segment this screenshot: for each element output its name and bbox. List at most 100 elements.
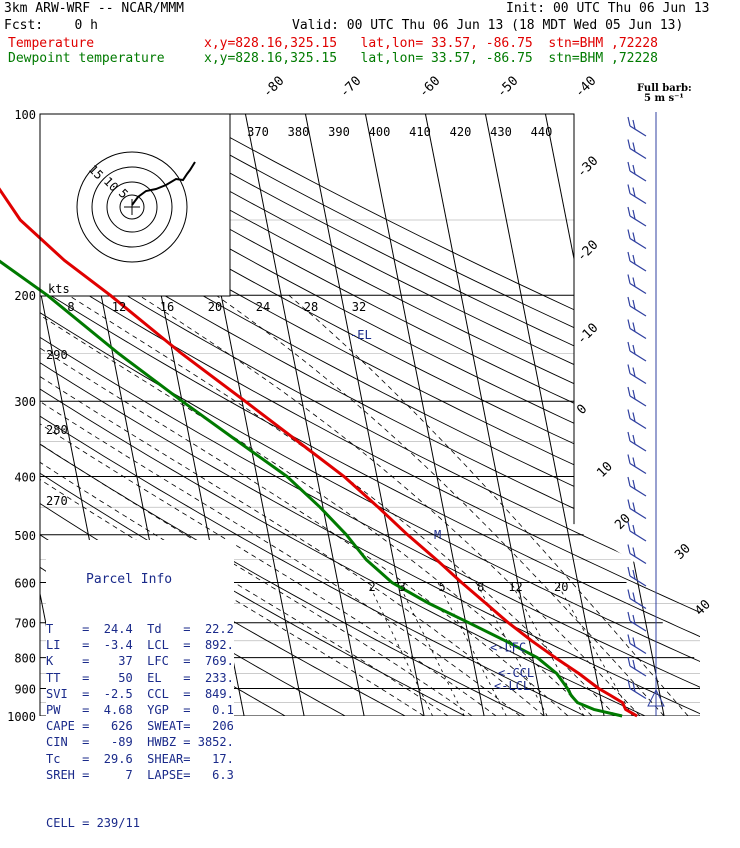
theta-label-lower: 290	[46, 348, 68, 362]
hodograph-speed-label: 28	[304, 300, 318, 314]
theta-label: 430	[490, 125, 512, 139]
wind-barb	[628, 612, 630, 621]
hodograph-unit: kts	[48, 282, 70, 296]
wind-barb	[628, 477, 630, 486]
wind-barb	[630, 441, 646, 451]
pressure-tick-label: 200	[14, 289, 36, 303]
hodograph-speed-label: 12	[112, 300, 126, 314]
isotherm-line	[660, 86, 740, 728]
wind-barb	[630, 284, 646, 294]
wind-barb	[628, 185, 630, 194]
hodograph-frame	[40, 114, 230, 296]
isotherm-line	[240, 86, 367, 728]
isotherm-label: -80	[260, 74, 287, 101]
hodograph-speed-label: 24	[256, 300, 270, 314]
wind-barb	[630, 171, 646, 181]
wind-barb	[628, 567, 630, 576]
mixing-ratio-line	[368, 582, 433, 716]
theta-label: 420	[450, 125, 472, 139]
wind-barb	[630, 351, 646, 361]
isotherm-line	[0, 86, 7, 728]
wind-barb	[628, 342, 630, 351]
isotherm-label: -50	[494, 74, 521, 101]
parcel-info-row: TT = 50 EL = 233.	[46, 670, 234, 686]
level-annotation: <-LFC	[490, 640, 526, 654]
pressure-tick-label: 600	[14, 576, 36, 590]
wind-barb	[628, 545, 630, 554]
hodograph-speed-label: 20	[208, 300, 222, 314]
pressure-tick-label: 700	[14, 617, 36, 631]
wind-barb	[630, 464, 646, 474]
mixing-ratio-label: 8	[477, 580, 484, 594]
wind-barb	[630, 486, 646, 496]
parcel-info-row: CAPE = 626 SWEAT= 206	[46, 718, 234, 734]
wind-barb	[630, 149, 646, 159]
level-annotation: <-LCL	[494, 679, 530, 693]
level-annotation: M	[434, 528, 441, 542]
wind-barb	[630, 509, 646, 519]
pressure-tick-label: 500	[14, 529, 36, 543]
isotherm-label: -40	[572, 74, 599, 101]
wind-barb	[628, 455, 630, 464]
wind-barb	[628, 410, 630, 419]
parcel-info-cell: CELL = 239/11	[46, 815, 234, 831]
mixing-ratio-label: 3	[399, 580, 406, 594]
wind-barb	[628, 590, 630, 599]
theta-label: 390	[328, 125, 350, 139]
wind-barb	[628, 207, 630, 216]
wind-barb	[628, 275, 630, 284]
wind-barb	[628, 365, 630, 374]
wind-barb	[628, 320, 630, 329]
isotherm-label: 30	[672, 541, 694, 563]
theta-label-lower: 280	[46, 423, 68, 437]
wind-barb	[630, 396, 646, 406]
wind-barb	[628, 387, 630, 396]
wind-barb	[630, 374, 646, 384]
isotherm-line	[420, 86, 547, 728]
isotherm-label: -60	[416, 74, 443, 101]
parcel-info-row: PW = 4.68 YGP = 0.1	[46, 702, 234, 718]
moist-adiabat	[289, 295, 688, 716]
isotherm-label: 10	[594, 459, 616, 481]
theta-label: 400	[369, 125, 391, 139]
isotherm-label: 20	[612, 511, 634, 533]
wind-barb	[628, 140, 630, 149]
wind-barb	[630, 306, 646, 316]
parcel-info-row: LI = -3.4 LCL = 892.	[46, 637, 234, 653]
isotherm-line	[300, 86, 427, 728]
isotherm-label: 40	[692, 597, 714, 619]
wind-barb	[630, 261, 646, 271]
mixing-ratio-label: 5	[439, 580, 446, 594]
isotherm-line	[600, 86, 727, 728]
wind-barb	[628, 635, 630, 644]
mixing-ratio-label: 20	[554, 580, 568, 594]
wind-barb	[630, 126, 646, 136]
theta-label: 380	[288, 125, 310, 139]
wind-barb	[628, 252, 630, 261]
parcel-info-row: T = 24.4 Td = 22.2	[46, 621, 234, 637]
wind-barb	[628, 432, 630, 441]
wind-barb	[628, 657, 630, 666]
parcel-info-row: CIN = -89 HWBZ = 3852.	[46, 734, 234, 750]
hodograph-speed-label: 32	[352, 300, 366, 314]
pressure-tick-label: 400	[14, 470, 36, 484]
isotherm-label: -10	[574, 321, 601, 348]
pressure-tick-label: 100	[14, 108, 36, 122]
isotherm-line	[540, 86, 667, 728]
parcel-info-title: Parcel Info	[46, 572, 234, 588]
hodograph-speed-label: 8	[67, 300, 74, 314]
wind-barb	[628, 162, 630, 171]
wind-barb	[630, 531, 646, 541]
isotherm-label: 0	[574, 402, 590, 418]
hodograph	[40, 114, 230, 296]
parcel-info-row: Tc = 29.6 SHEAR= 17.	[46, 751, 234, 767]
theta-label: 410	[409, 125, 431, 139]
wind-barb	[630, 239, 646, 249]
wind-barb	[628, 230, 630, 239]
pressure-tick-label: 900	[14, 682, 36, 696]
wind-barb	[630, 194, 646, 204]
wind-barb	[630, 329, 646, 339]
parcel-info-row: SREH = 7 LAPSE= 6.3	[46, 767, 234, 783]
mixing-ratio-label: 12	[508, 580, 522, 594]
